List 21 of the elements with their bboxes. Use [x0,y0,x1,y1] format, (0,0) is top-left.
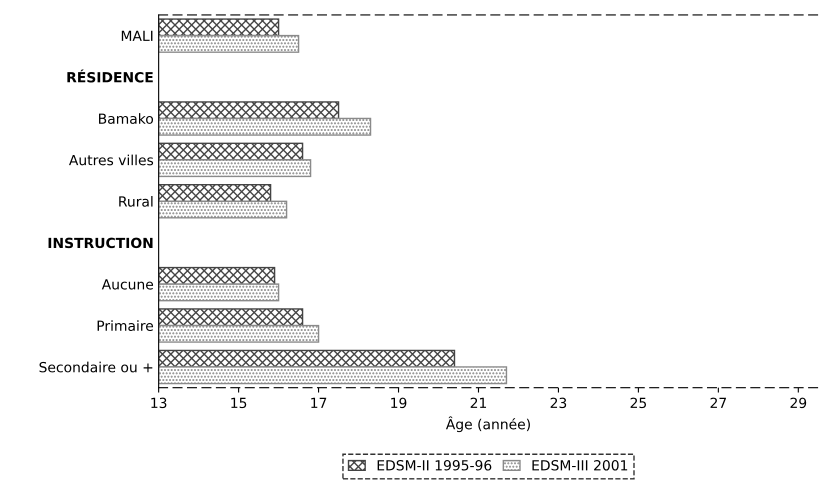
x-tick-label: 21 [470,398,486,408]
y-tick-label: MALI [122,30,152,41]
x-tick-label: 17 [311,398,326,408]
x-tick-label: 19 [391,398,406,408]
y-tick-label: Aucune [102,279,154,290]
x-tick-label: 13 [151,398,166,408]
y-tick-label: RÉSIDENCE [67,69,153,83]
y-tick-label: Bamako [99,113,154,124]
y-tick-label: Secondaire ou + [40,362,152,372]
x-axis-title: Âge (année) [446,416,530,432]
x-tick-label: 23 [550,398,566,408]
y-tick-label: Primaire [98,320,154,332]
x-tick-label: 27 [710,398,726,408]
x-tick-label: 15 [231,398,246,408]
y-tick-label: Rural [119,196,152,207]
x-tick-label: 29 [790,398,806,408]
legend-label: EDSM-II 1995-96 [378,460,492,471]
y-tick-label: Autres villes [68,154,154,166]
legend-label: EDSM-III 2001 [532,460,628,471]
y-tick-label: INSTRUCTION [48,238,153,248]
x-tick-label: 25 [630,398,646,408]
